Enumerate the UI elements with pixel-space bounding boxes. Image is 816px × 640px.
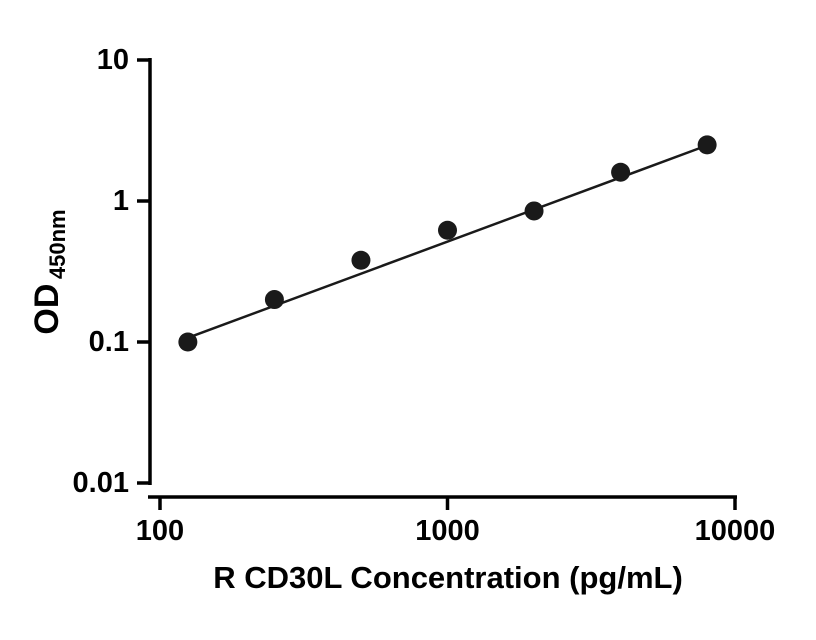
x-tick-label: 10000 (695, 515, 776, 547)
x-axis-title: R CD30L Concentration (pg/mL) (213, 560, 683, 595)
x-axis: 100 1000 10000 (136, 495, 776, 547)
data-point (351, 250, 371, 270)
data-point (697, 135, 717, 155)
data-point (264, 290, 284, 310)
y-tick-label: 0.1 (89, 326, 129, 358)
data-points-group (178, 135, 717, 352)
x-tick-label: 100 (136, 515, 184, 547)
y-axis-title-main: OD (28, 284, 66, 335)
data-point (438, 220, 457, 240)
data-point (178, 332, 198, 352)
data-point (524, 201, 544, 221)
y-tick-label: 1 (113, 185, 129, 217)
y-tick-label: 0.01 (73, 467, 129, 499)
y-axis-title: OD 450nm (28, 209, 70, 334)
y-axis-title-subscript: 450nm (45, 209, 70, 279)
data-point (611, 162, 631, 182)
y-tick-label: 10 (97, 44, 129, 76)
x-tick-label: 1000 (415, 515, 480, 547)
y-axis: 10 1 0.1 0.01 (73, 44, 152, 499)
